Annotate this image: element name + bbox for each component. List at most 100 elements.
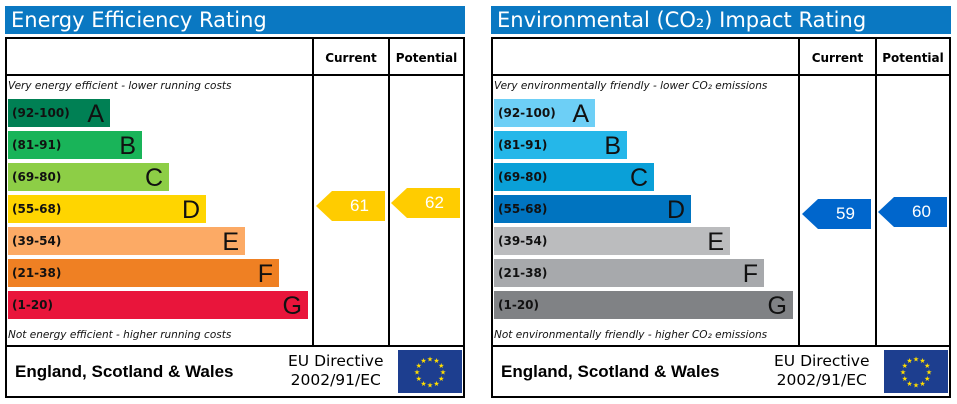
svg-text:★: ★ [926,369,932,377]
band-letter: E [222,228,239,256]
band-letter: D [666,196,685,224]
band-letter: B [119,132,136,160]
eu-directive: EU Directive 2002/91/EC [288,352,384,390]
svg-text:★: ★ [900,369,906,377]
band-range: (81-91) [498,138,548,152]
svg-text:★: ★ [438,375,444,383]
band-a-bar: (92-100) A [8,99,110,128]
potential-rating-arrow: 62 [391,188,460,218]
svg-text:★: ★ [913,382,919,390]
panel-title: Environmental (CO₂) Impact Rating [491,6,951,34]
band-letter: B [604,132,621,160]
band-range: (81-91) [12,138,62,152]
band-c-bar: (69-80) C [8,163,169,192]
eu-directive: EU Directive 2002/91/EC [774,352,870,390]
band-b-bar: (81-91) B [494,131,627,160]
potential-rating-value: 62 [425,193,444,212]
bottom-note: Not environmentally friendly - higher CO… [494,329,768,341]
top-note: Very energy efficient - lower running co… [8,80,232,92]
eu-flag-icon: ★ ★ ★ ★ ★ ★ ★ ★ ★ ★ ★ ★ [884,350,948,393]
svg-text:★: ★ [913,356,919,364]
eu-flag-icon: ★ ★ ★ ★ ★ ★ ★ ★ ★ ★ ★ ★ [398,350,462,393]
band-f-bar: (21-38) F [494,259,764,288]
divider [388,37,390,347]
divider [312,37,314,347]
band-range: (21-38) [498,266,548,280]
band-b-bar: (81-91) B [8,131,142,160]
current-rating-value: 61 [350,196,369,215]
band-range: (1-20) [498,298,539,312]
arrow-shape [878,197,947,227]
band-letter: C [144,164,163,192]
divider [798,37,800,347]
divider [491,345,951,347]
arrow-shape [316,191,385,221]
environmental-impact-panel: Environmental (CO₂) Impact Rating Curren… [491,0,953,404]
band-letter: D [181,196,200,224]
band-c-bar: (69-80) C [494,163,654,192]
svg-text:★: ★ [924,362,930,370]
svg-text:★: ★ [924,375,930,383]
band-e-bar: (39-54) E [494,227,730,256]
svg-text:★: ★ [416,375,422,383]
svg-text:★: ★ [919,357,925,365]
divider [491,74,951,76]
band-g-bar: (1-20) G [8,291,308,320]
band-letter: G [282,292,302,320]
band-d-bar: (55-68) D [8,195,206,224]
potential-rating-arrow: 60 [878,197,947,227]
svg-text:★: ★ [433,357,439,365]
band-d-bar: (55-68) D [494,195,691,224]
band-e-bar: (39-54) E [8,227,245,256]
band-letter: F [742,260,758,288]
band-letter: F [257,260,273,288]
potential-header: Potential [395,51,458,65]
svg-text:★: ★ [420,380,426,388]
band-range: (1-20) [12,298,53,312]
band-letter: A [572,100,589,128]
band-range: (55-68) [498,202,548,216]
svg-text:★: ★ [438,362,444,370]
directive-line-1: EU Directive [288,352,384,370]
svg-text:★: ★ [420,357,426,365]
rating-box [491,37,951,398]
band-g-bar: (1-20) G [494,291,793,320]
band-range: (92-100) [498,106,556,120]
svg-text:★: ★ [902,362,908,370]
current-header: Current [325,51,377,65]
current-rating-arrow: 59 [802,199,871,229]
svg-text:★: ★ [433,380,439,388]
current-rating-value: 59 [836,204,855,223]
band-range: (21-38) [12,266,62,280]
rating-box [5,37,465,398]
svg-text:★: ★ [902,375,908,383]
arrow-shape [391,188,460,218]
svg-text:★: ★ [906,357,912,365]
potential-header: Potential [882,51,944,65]
band-f-bar: (21-38) F [8,259,279,288]
band-letter: C [629,164,648,192]
band-range: (39-54) [12,234,62,248]
potential-rating-value: 60 [912,202,931,221]
svg-text:★: ★ [427,356,433,364]
divider [5,345,465,347]
footer-region: England, Scotland & Wales [15,362,234,381]
svg-text:★: ★ [906,380,912,388]
band-letter: G [767,292,787,320]
band-range: (69-80) [498,170,548,184]
current-rating-arrow: 61 [316,191,385,221]
directive-line-2: 2002/91/EC [776,371,867,389]
footer-region: England, Scotland & Wales [501,362,720,381]
divider [5,74,465,76]
band-a-bar: (92-100) A [494,99,595,128]
panel-title: Energy Efficiency Rating [5,6,465,34]
band-range: (55-68) [12,202,62,216]
energy-efficiency-panel: Energy Efficiency Rating Current Potenti… [5,0,467,404]
arrow-shape [802,199,871,229]
band-letter: A [87,100,104,128]
divider [875,37,877,347]
directive-line-1: EU Directive [774,352,870,370]
svg-text:★: ★ [919,380,925,388]
current-header: Current [811,51,864,65]
band-letter: E [707,228,724,256]
